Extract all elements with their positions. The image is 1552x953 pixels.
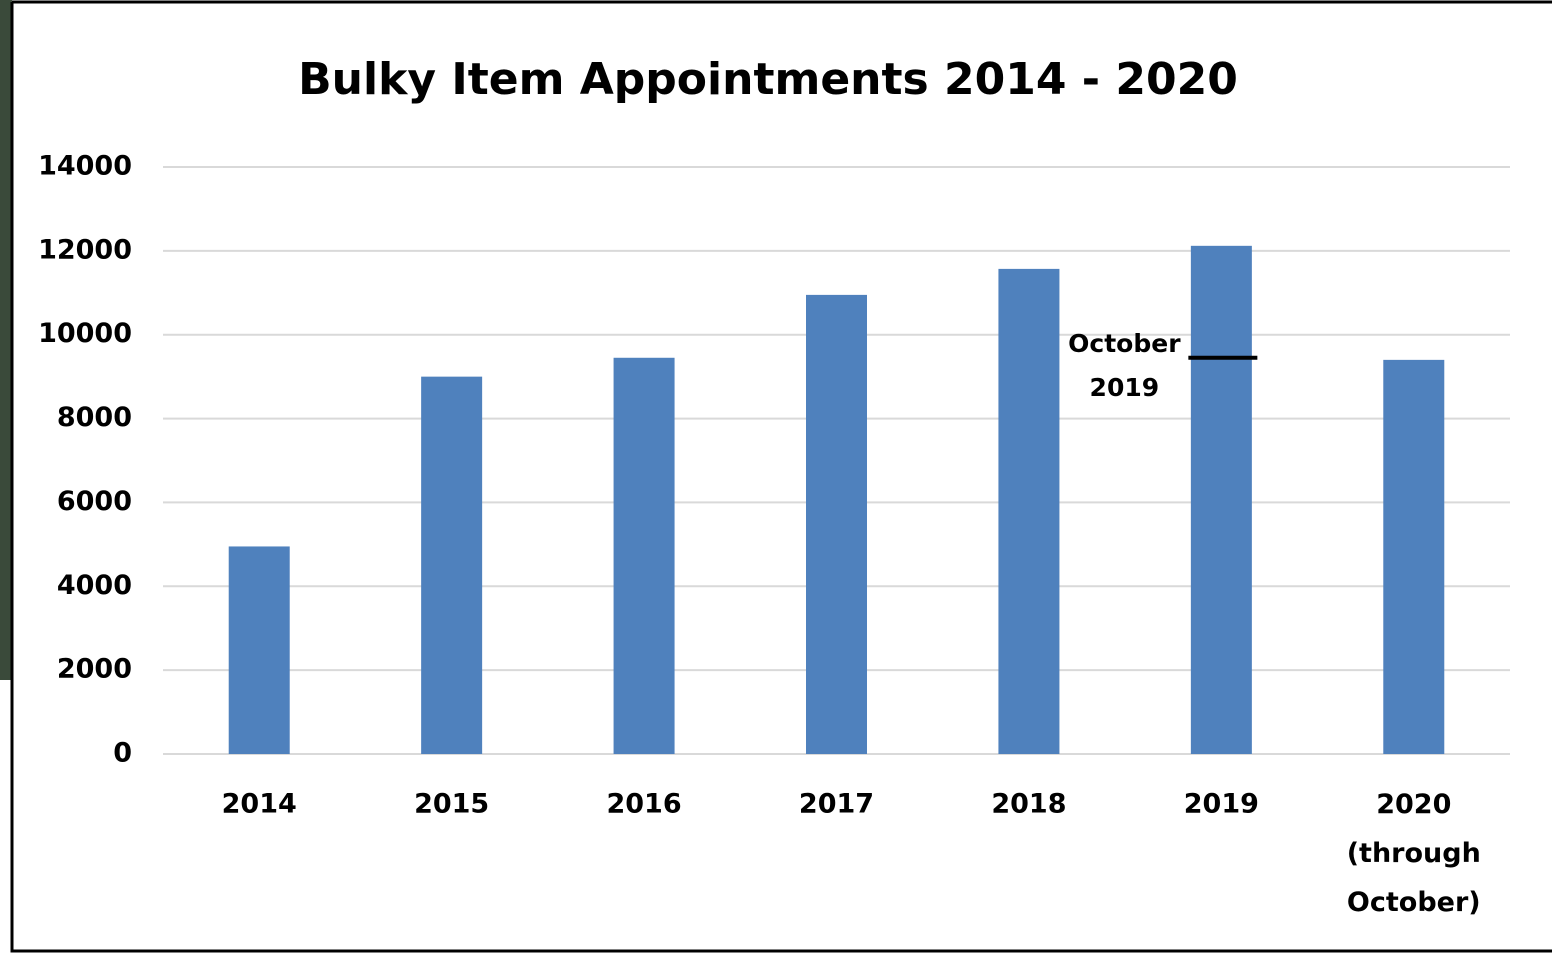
x-tick-label: 2020 (through October): [1347, 789, 1481, 918]
x-tick-label: 2016: [606, 789, 681, 820]
y-tick-label: 14000: [38, 151, 132, 182]
bar: [806, 294, 867, 754]
x-tick-label: 2017: [799, 789, 874, 820]
frame: [10, 0, 1552, 953]
x-tick-label: 2015: [414, 789, 489, 820]
y-tick-label: 2000: [57, 654, 132, 685]
y-tick-label: 12000: [38, 234, 132, 265]
bar: [998, 268, 1060, 754]
bar: [1190, 245, 1252, 754]
y-tick-label: 8000: [57, 402, 132, 433]
x-tick-label: 2018: [991, 789, 1066, 820]
x-tick-label: 2019: [1184, 789, 1259, 820]
annotation-label: October 2019: [1068, 329, 1181, 402]
photo-edge: [0, 0, 12, 680]
y-tick-label: 6000: [57, 486, 132, 517]
y-tick-label: 0: [113, 738, 132, 769]
bar: [228, 546, 290, 754]
x-tick-label: 2014: [222, 789, 297, 820]
bar: [1383, 359, 1445, 754]
bar: [613, 357, 675, 754]
y-tick-label: 4000: [57, 570, 132, 601]
chart-title: Bulky Item Appointments 2014 - 2020: [298, 54, 1238, 105]
bar: [421, 376, 483, 754]
y-tick-label: 10000: [38, 318, 132, 349]
